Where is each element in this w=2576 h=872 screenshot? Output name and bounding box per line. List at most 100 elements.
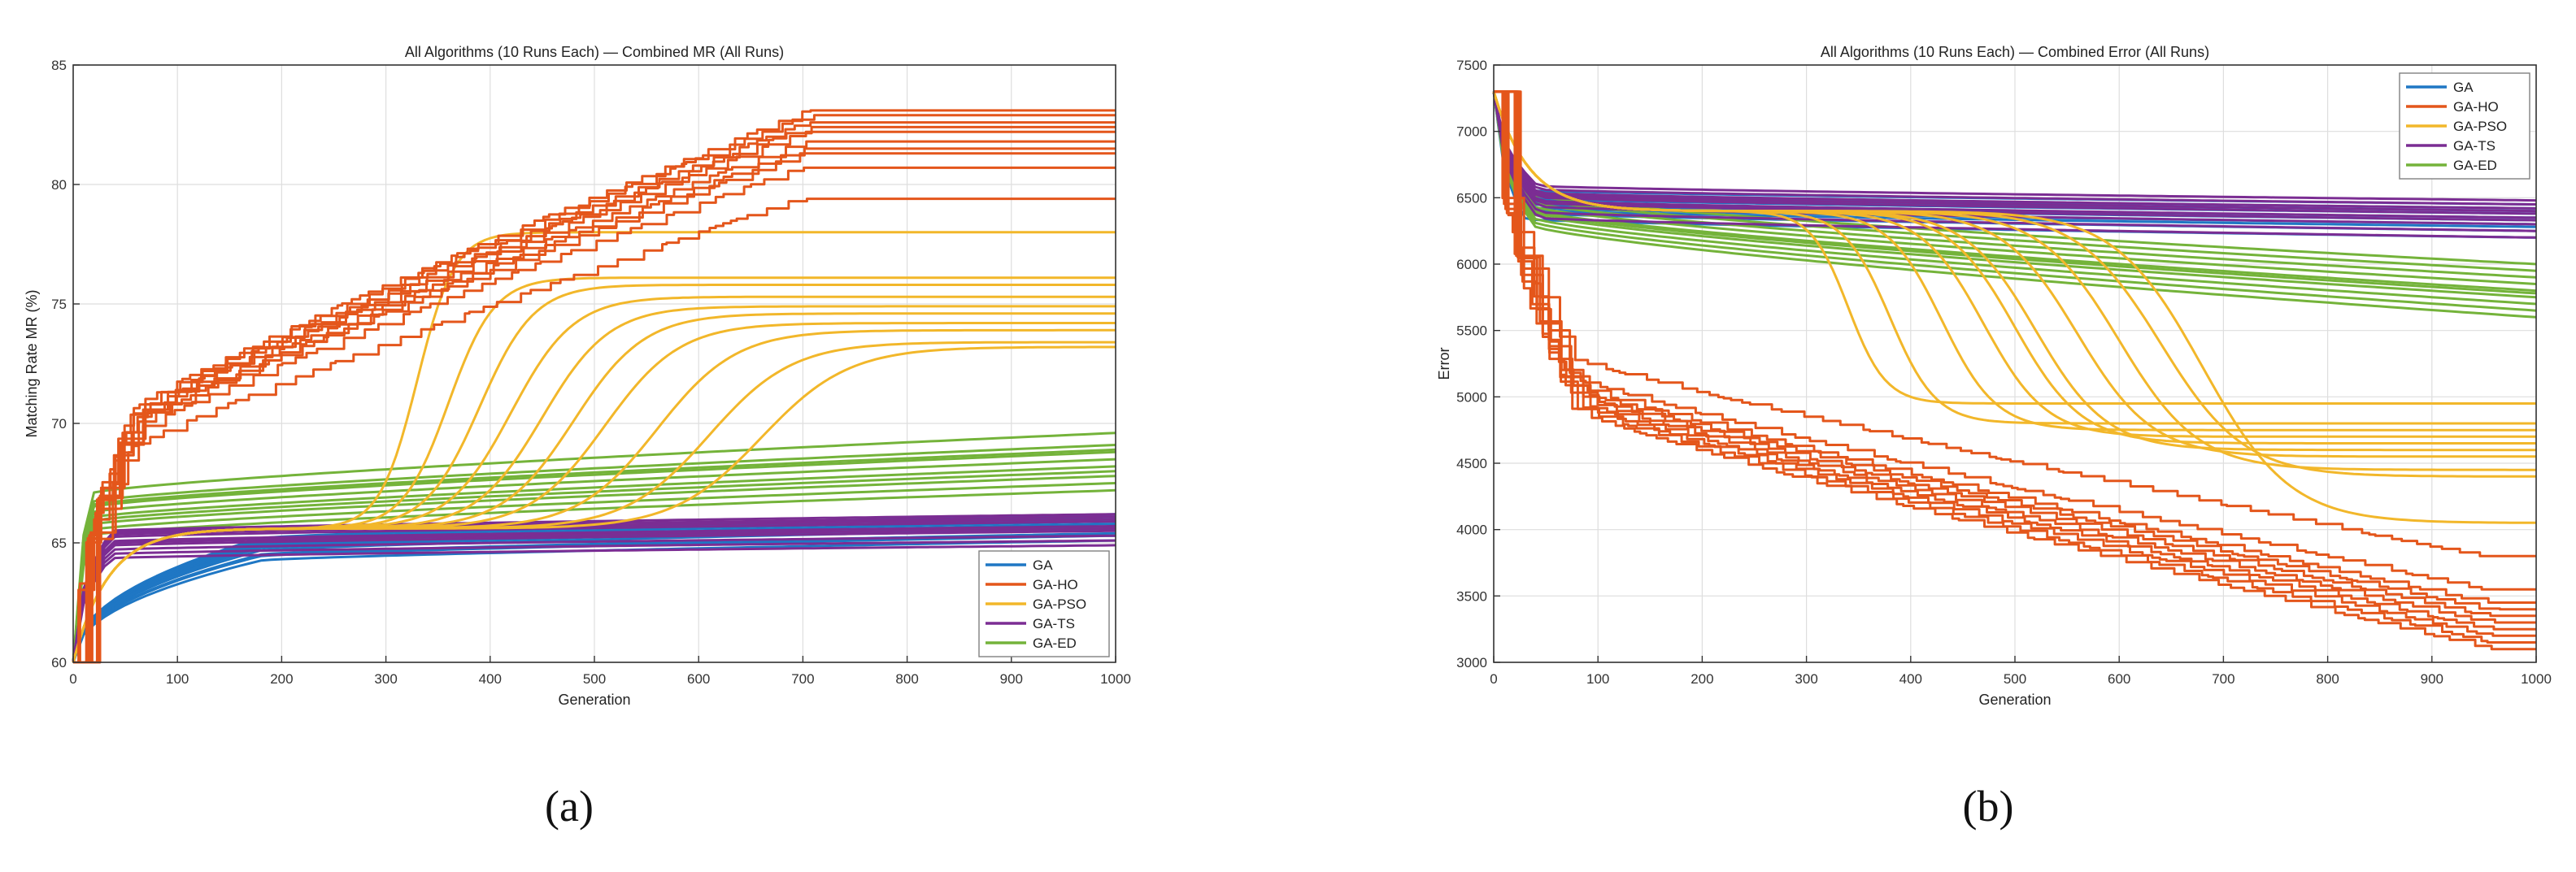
legend-label-ga-ts: GA-TS [2453,138,2496,154]
x-tick-label: 100 [166,671,189,687]
x-tick-label: 500 [583,671,606,687]
x-axis-label: Generation [1978,692,2051,708]
legend-box [2399,72,2530,180]
x-tick-label: 700 [2212,671,2234,687]
legend-label-ga-ho: GA-HO [2453,99,2499,115]
series-line-ga-pso-run-10 [72,345,1116,663]
series-line-ga-ed-run-1 [1492,91,2537,319]
panel-label-a: (a) [545,782,594,831]
series-line-ga-ho-run-7 [1494,90,2536,611]
series-line-ga-ts-run-3 [72,520,1116,663]
series-line-ga-pso-run-10 [1492,91,2536,524]
x-tick-label: 900 [1000,671,1023,687]
series-line-ga-ed-run-2 [1492,91,2537,312]
y-tick-label: 6000 [1456,257,1487,272]
series-ga-pso [72,231,1116,663]
series-line-ga-ho-run-9 [73,166,1116,664]
y-tick-label: 5500 [1456,323,1487,339]
x-tick-label: 300 [374,671,397,687]
series-line-ga-ed-run-9 [72,448,1116,663]
y-tick-label: 85 [51,58,67,73]
series-line-ga-ts-run-2 [1492,91,2537,232]
y-tick-label: 70 [51,416,67,432]
legend-label-ga-ts: GA-TS [1033,616,1075,631]
x-tick-label: 400 [1899,671,1922,687]
series-line-ga-ts-run-9 [72,527,1116,663]
series-line-ga-ts-run-10 [1492,91,2537,202]
y-tick-label: 7000 [1456,124,1487,140]
series-line-ga-ts-run-7 [1492,91,2537,213]
series-line-ga-ed-run-6 [72,470,1116,663]
x-tick-label: 600 [2108,671,2130,687]
series-line-ga-ho-run-10 [73,197,1116,664]
x-tick-label: 800 [2316,671,2339,687]
x-tick-label: 0 [1490,671,1497,687]
panel-label-b: (b) [1963,782,2014,831]
series-line-ga-ed-run-6 [1492,91,2537,293]
y-axis-label: Error [1436,347,1452,380]
series-line-ga-ts-run-6 [72,534,1116,663]
series-line-ga-ts-run-4 [72,524,1116,663]
series-line-ga-ts-run-8 [1492,91,2537,210]
series-line-ga-ho-run-7 [73,147,1116,664]
series-ga-ho [1494,90,2536,651]
x-tick-label: 300 [1795,671,1817,687]
y-axis-label: Matching Rate MR (%) [24,289,40,437]
chart-title: All Algorithms (10 Runs Each) — Combined… [405,44,784,60]
legend: GA GA-HO GA-PSO GA-TS GA-ED [2399,72,2530,180]
series-line-ga-ed-run-8 [1492,91,2537,279]
x-axis-label: Generation [558,692,630,708]
y-tick-label: 7500 [1456,58,1487,73]
x-tick-label: 800 [895,671,918,687]
series-line-ga-ho-run-8 [73,152,1116,664]
series-ga-pso [1492,91,2536,524]
y-tick-label: 60 [51,655,67,670]
series-line-ga-ed-run-10 [72,488,1116,663]
legend: GA GA-HO GA-PSO GA-TS GA-ED [978,550,1110,657]
x-tick-label: 500 [2004,671,2026,687]
legend-label-ga: GA [2453,80,2474,95]
x-tick-label: 700 [791,671,814,687]
series-line-ga-ed-run-3 [1492,91,2537,306]
series-line-ga-ed-run-8 [72,482,1116,663]
x-tick-label: 1000 [2521,671,2552,687]
series-line-ga-ed-run-4 [1492,91,2537,299]
series-line-ga-ho-run-5 [1494,90,2536,624]
series-line-ga-ts-run-7 [72,539,1116,663]
y-tick-label: 4000 [1456,523,1487,538]
x-tick-label: 100 [1586,671,1609,687]
y-tick-label: 6500 [1456,190,1487,206]
series-line-ga-ho-run-5 [73,130,1116,664]
series-line-ga-ts-run-4 [1492,91,2537,222]
legend-label-ga-ho: GA-HO [1033,577,1078,592]
x-tick-label: 200 [270,671,293,687]
y-tick-label: 75 [51,297,67,312]
x-tick-label: 400 [479,671,502,687]
chart-title: All Algorithms (10 Runs Each) — Combined… [1821,44,2209,60]
series-line-ga-ed-run-1 [72,432,1116,663]
x-tick-label: 900 [2421,671,2443,687]
series-line-ga-ed-run-5 [1492,91,2537,295]
series-line-ga-ho-run-10 [1494,90,2536,557]
series-line-ga-ed-run-5 [72,465,1116,663]
series-line-ga-ed-run-3 [72,450,1116,663]
y-tick-label: 3000 [1456,655,1487,670]
series-line-ga-ts-run-5 [72,529,1116,663]
chart-panel-b: 0 100 200 300 400 500 600 700 800 900 1000 3000 3500… [1436,44,2552,708]
x-tick-label: 600 [687,671,710,687]
series-line-ga-ts-run-5 [1492,91,2537,219]
x-tick-label: 0 [69,671,76,687]
series-line-ga-ts-run-1 [72,513,1116,663]
series-line-ga-ed-run-9 [1492,91,2537,272]
y-tick-label: 5000 [1456,389,1487,405]
series-line-ga-ed-run-2 [72,444,1116,663]
legend-label-ga-pso: GA-PSO [1033,597,1086,612]
y-tick-label: 4500 [1456,456,1487,471]
legend-label-ga-ed: GA-ED [2453,158,2497,173]
series-ga-ho [73,109,1116,664]
series-line-ga-ho-run-8 [1494,90,2536,604]
x-tick-label: 200 [1690,671,1713,687]
series-line-ga-ts-run-9 [1492,91,2537,206]
x-tick-label: 1000 [1100,671,1131,687]
